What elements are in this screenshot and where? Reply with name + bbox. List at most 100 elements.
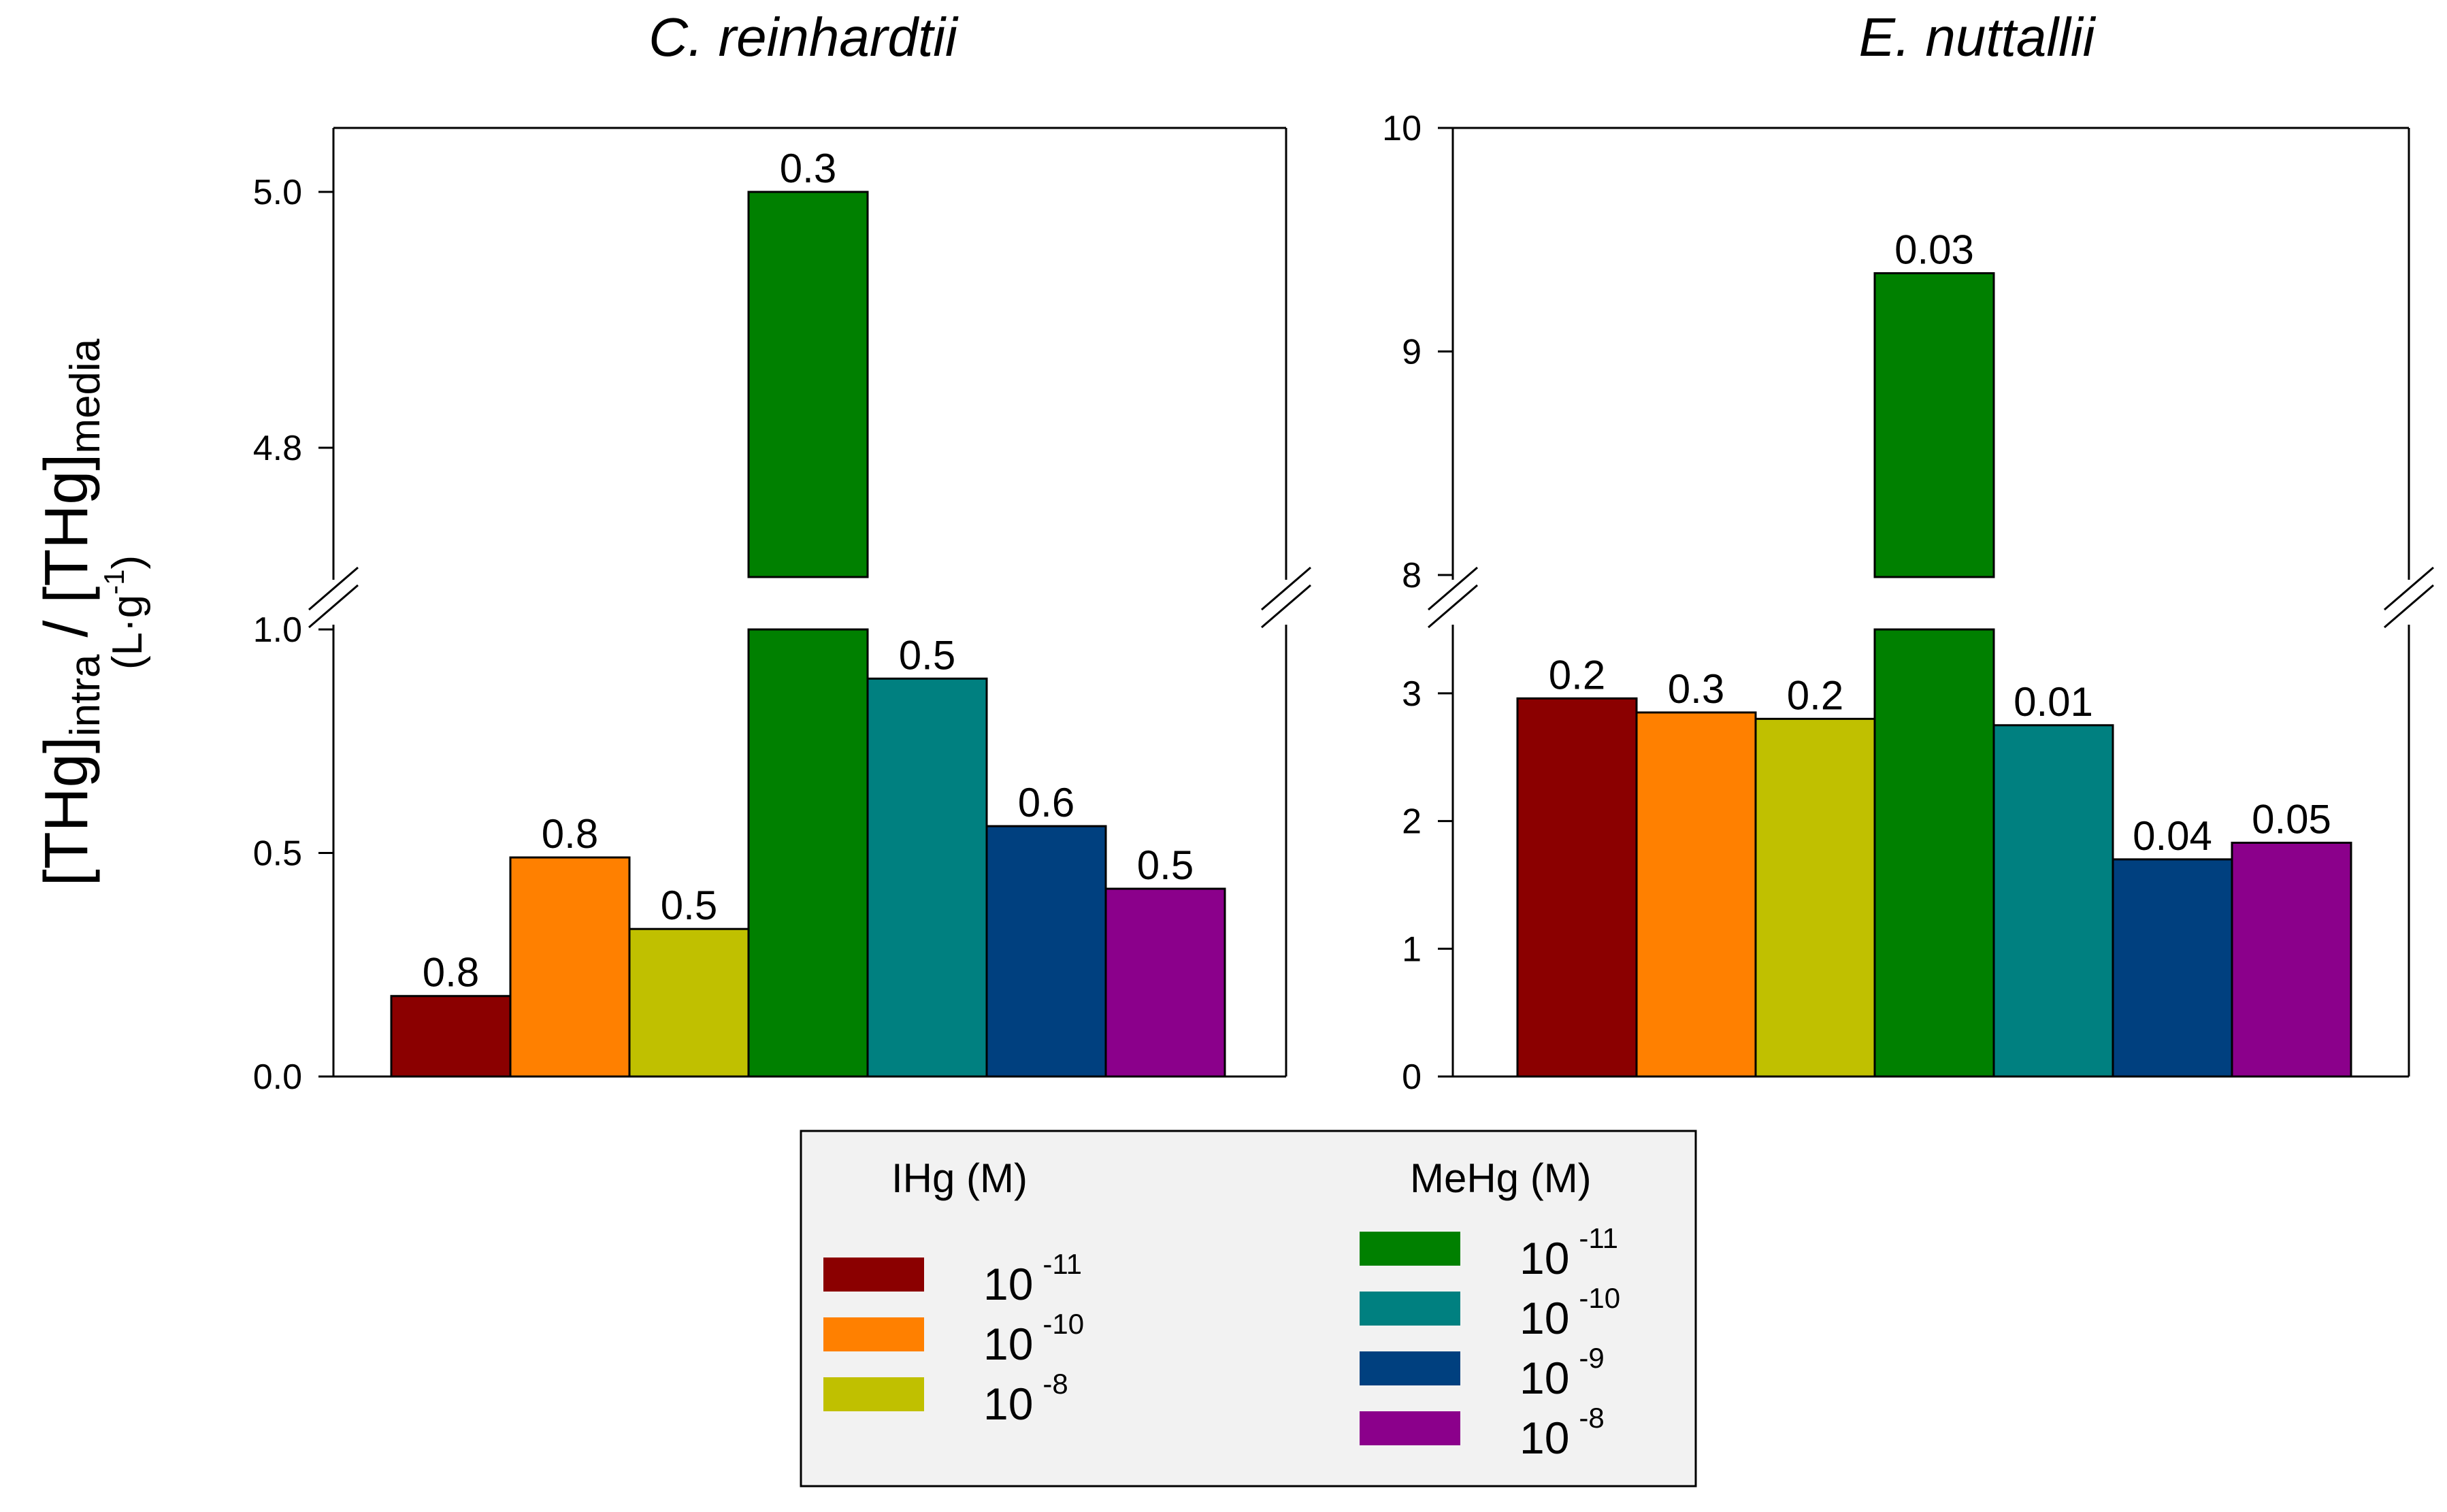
bar-5 [866, 677, 988, 1078]
bar-6 [985, 825, 1107, 1078]
bar-data-label: 0.8 [423, 950, 479, 996]
y-tick-label: 0.5 [253, 834, 302, 874]
bar-data-label: 0.3 [1668, 666, 1724, 712]
legend-entry-base: 10 [1520, 1293, 1569, 1343]
y-axis-separator: / [THg] [33, 454, 101, 655]
y-axis-sub-intra: intra [62, 654, 109, 736]
y-axis-sub-media: media [62, 338, 109, 453]
panel-title: C. reinhardtii [648, 7, 959, 67]
legend-entry-exp: -11 [1579, 1222, 1618, 1254]
y-axis-unit-left: (L·g [104, 595, 151, 670]
bar-data-label: 0.2 [1787, 672, 1843, 718]
bar-2 [1635, 711, 1757, 1078]
legend-entry-label: 10 -10 [983, 1308, 1084, 1369]
axis-break-mark [308, 566, 359, 611]
bar-data-label: 0.3 [780, 146, 836, 191]
y-axis-unit-sup: -1 [98, 570, 130, 595]
legend-entry-exp: -10 [1579, 1282, 1620, 1314]
legend-entry-exp: -10 [1042, 1308, 1084, 1340]
bar-5 [1992, 724, 2114, 1078]
axis-break-mark [308, 584, 359, 629]
y-tick-label: 5.0 [253, 173, 302, 212]
bar-data-label: 0.5 [899, 632, 955, 678]
y-tick-label: 1 [1402, 930, 1422, 969]
legend-entry-base: 10 [983, 1259, 1033, 1309]
bar-1 [390, 995, 512, 1078]
legend-entry-base: 10 [983, 1319, 1033, 1369]
bar-data-label: 0.8 [542, 811, 598, 857]
legend-swatch [823, 1377, 924, 1411]
panel-1: C. reinhardtii 0.0 0.5 1.0 4.8 5.0 0.8 0.8 0.5 0.… [253, 7, 1311, 1097]
legend-mehg-title: MeHg (M) [1410, 1155, 1592, 1201]
y-tick-label: 3 [1402, 674, 1422, 714]
legend-entry-exp: -11 [1042, 1248, 1082, 1280]
legend-entry-label: 10 -11 [983, 1248, 1082, 1309]
legend-swatch [823, 1258, 924, 1292]
bar-4-lower [1873, 628, 1995, 1078]
legend-entry-label: 10 -10 [1520, 1282, 1620, 1343]
legend-entry-label: 10 -11 [1520, 1222, 1618, 1283]
y-tick-label: 0.0 [253, 1057, 302, 1097]
panels: C. reinhardtii 0.0 0.5 1.0 4.8 5.0 0.8 0.8 0.5 0.… [253, 7, 2434, 1097]
axis-break-mark [2384, 566, 2434, 611]
bar-data-label: 0.5 [661, 883, 717, 928]
y-tick-label: 0 [1402, 1057, 1422, 1097]
bar-data-label: 0.04 [2133, 813, 2212, 859]
legend-swatch [1360, 1232, 1460, 1266]
y-axis-main: [THg] [33, 736, 101, 886]
legend-swatch [823, 1317, 924, 1351]
bar-4-upper [1873, 272, 1995, 578]
legend-entry-base: 10 [1520, 1233, 1569, 1283]
bar-7 [2231, 841, 2352, 1078]
y-tick-label: 8 [1402, 556, 1422, 595]
y-tick-label: 10 [1382, 109, 1422, 148]
axis-break-mark [1428, 584, 1478, 629]
bar-2 [509, 856, 631, 1078]
legend-mehg-entries: 10 -11 10 -10 10 -9 10 -8 [1360, 1222, 1620, 1463]
bar-1 [1516, 697, 1638, 1078]
bar-data-label: 0.2 [1549, 652, 1605, 697]
legend-swatch [1360, 1411, 1460, 1445]
legend-entry-base: 10 [983, 1379, 1033, 1429]
y-tick-label: 4.8 [253, 429, 302, 468]
bar-6 [2112, 858, 2233, 1078]
bar-7 [1104, 887, 1226, 1078]
legend-entry-exp: -8 [1042, 1368, 1068, 1400]
axis-break-mark [1261, 584, 1311, 629]
y-axis-unit: (L·g-1) [98, 555, 151, 670]
y-axis-title: [THg]intra / [THg]media (L·g-1) [33, 338, 151, 886]
legend-entry-base: 10 [1520, 1413, 1569, 1463]
legend-entry-base: 10 [1520, 1353, 1569, 1403]
legend-entry-exp: -8 [1579, 1402, 1604, 1434]
legend-entry-label: 10 -8 [983, 1368, 1068, 1429]
bar-3 [628, 927, 750, 1078]
legend-ihg-title: IHg (M) [891, 1155, 1028, 1201]
bar-data-label: 0.01 [2014, 679, 2093, 725]
bar-data-label: 0.5 [1137, 842, 1194, 888]
axis-break-mark [1428, 566, 1478, 611]
legend-entry-exp: -9 [1579, 1342, 1604, 1374]
panel-2: E. nuttallii 0 1 2 3 8 9 10 0.2 0.3 0.2 0.03 0.01 0.0… [1382, 7, 2434, 1097]
y-tick-label: 2 [1402, 802, 1422, 842]
axis-break-mark [2384, 584, 2434, 629]
legend-box [800, 1130, 1697, 1488]
legend-entry-label: 10 -8 [1520, 1402, 1605, 1463]
y-axis-title-text: [THg]intra / [THg]media [33, 338, 109, 886]
y-tick-label: 1.0 [253, 610, 302, 650]
legend-swatch [1360, 1292, 1460, 1326]
legend-swatch [1360, 1351, 1460, 1385]
legend-ihg-entries: 10 -11 10 -10 10 -8 [823, 1248, 1084, 1429]
y-axis-unit-right: ) [104, 555, 151, 570]
bar-data-label: 0.6 [1018, 780, 1074, 825]
legend-entry-label: 10 -9 [1520, 1342, 1605, 1403]
bar-3 [1754, 717, 1876, 1078]
bar-data-label: 0.05 [2252, 796, 2331, 842]
panel-title: E. nuttallii [1859, 7, 2097, 67]
bar-4-upper [747, 191, 869, 578]
axis-break-mark [1261, 566, 1311, 611]
bar-4-lower [747, 628, 869, 1078]
y-tick-label: 9 [1402, 333, 1422, 372]
